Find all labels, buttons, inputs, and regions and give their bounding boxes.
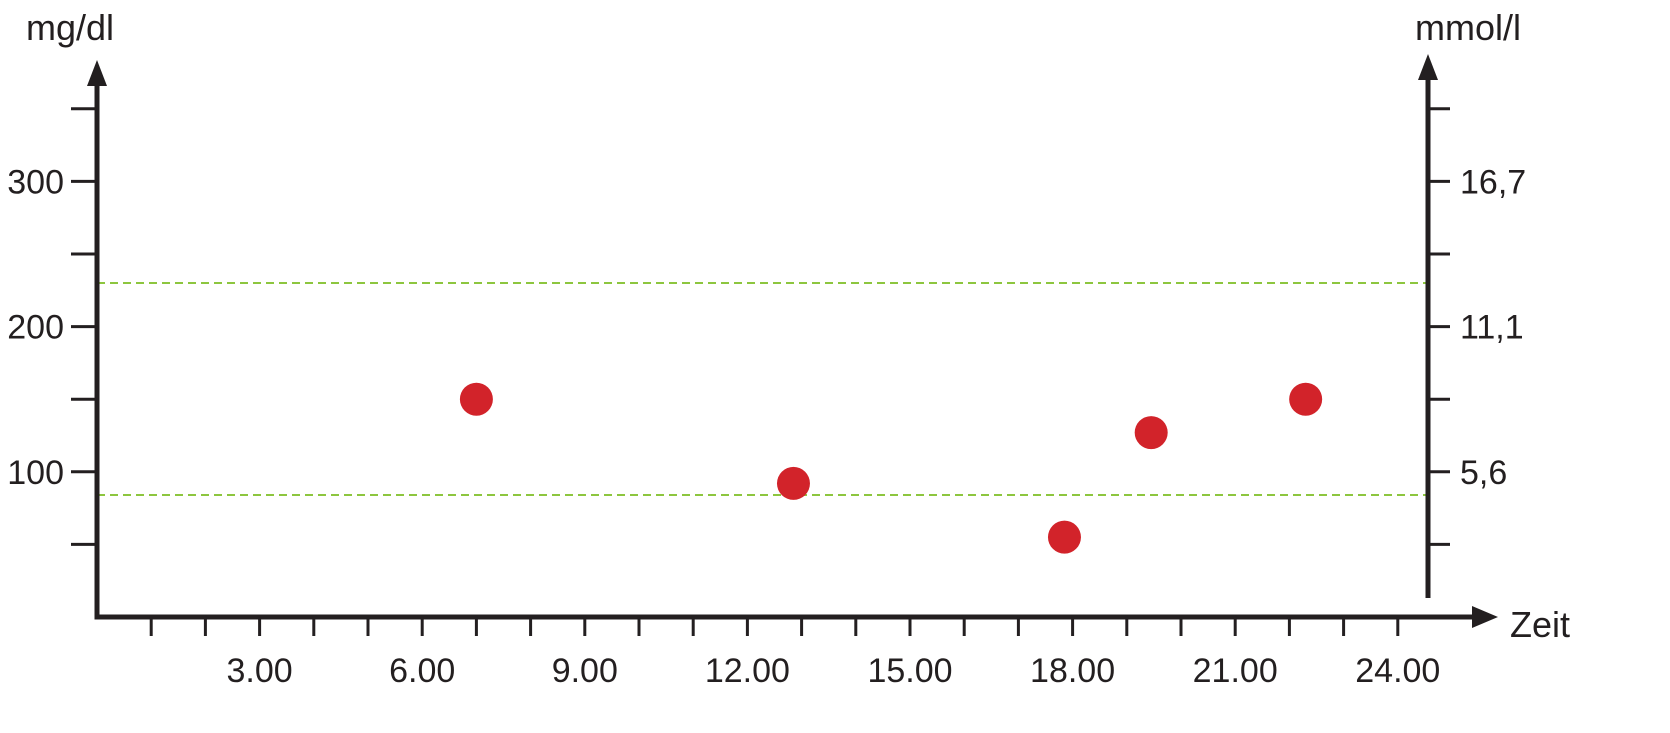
x-tick-label: 24.00 bbox=[1355, 652, 1440, 690]
left-y-tick-label: 100 bbox=[7, 454, 64, 492]
data-points bbox=[459, 382, 1323, 554]
left-axis-unit-label: mg/dl bbox=[26, 7, 114, 48]
x-tick-label: 9.00 bbox=[552, 652, 618, 690]
x-tick-label: 6.00 bbox=[389, 652, 455, 690]
left-y-axis-arrow bbox=[87, 60, 107, 86]
x-tick-label: 3.00 bbox=[227, 652, 293, 690]
data-point bbox=[1289, 382, 1323, 416]
x-tick-label: 15.00 bbox=[867, 652, 952, 690]
x-tick-label: 12.00 bbox=[705, 652, 790, 690]
x-axis-title: Zeit bbox=[1510, 604, 1570, 645]
x-tick-label: 21.00 bbox=[1193, 652, 1278, 690]
data-point bbox=[1134, 416, 1168, 450]
data-point bbox=[776, 466, 810, 500]
data-point bbox=[459, 382, 493, 416]
reference-lines bbox=[97, 282, 1428, 497]
right-y-tick-label: 11,1 bbox=[1460, 309, 1524, 347]
axes bbox=[87, 54, 1498, 628]
ticks bbox=[71, 107, 1450, 636]
right-y-tick-label: 16,7 bbox=[1460, 163, 1526, 201]
data-point bbox=[1047, 520, 1081, 554]
right-y-tick-label: 5,6 bbox=[1460, 454, 1507, 492]
tick-labels: 100 200 300 5,6 11,1 16,7 3.00 6.00 9.00 12.00 15.… bbox=[7, 163, 1526, 690]
left-y-tick-label: 300 bbox=[7, 163, 64, 201]
x-tick-label: 18.00 bbox=[1030, 652, 1115, 690]
right-y-axis-arrow bbox=[1418, 54, 1438, 80]
left-y-tick-label: 200 bbox=[7, 309, 64, 347]
x-axis-arrow bbox=[1472, 606, 1498, 628]
right-axis-unit-label: mmol/l bbox=[1415, 7, 1521, 48]
